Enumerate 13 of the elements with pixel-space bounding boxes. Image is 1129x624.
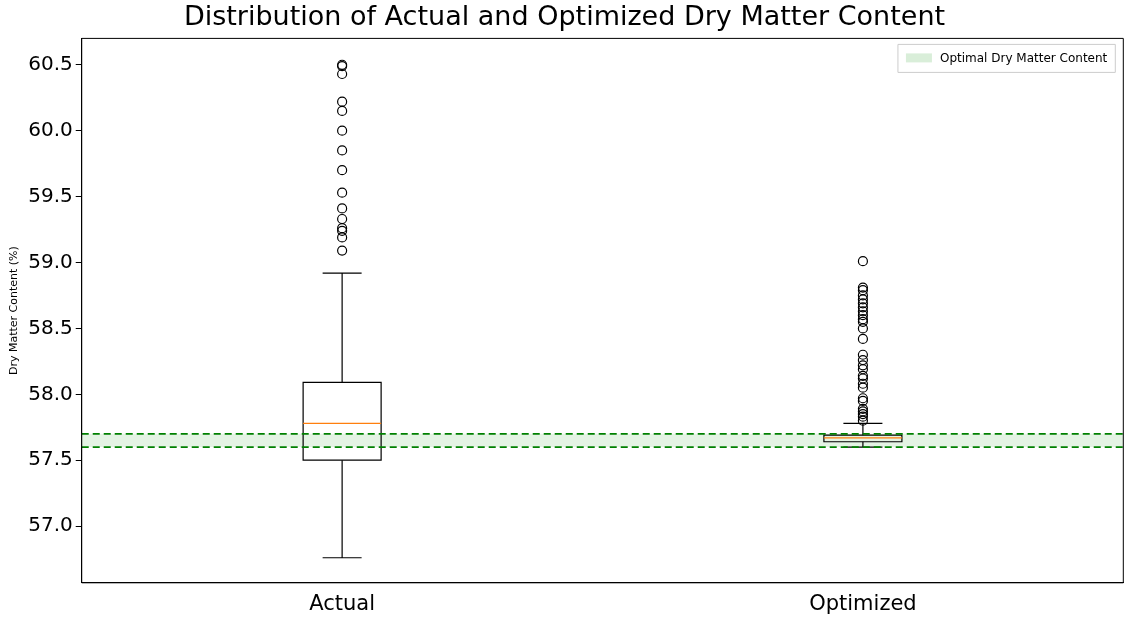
y-tick-label: 57.0 (28, 512, 73, 537)
chart-title: Distribution of Actual and Optimized Dry Matter Content (183, 0, 946, 32)
y-tick-label: 59.0 (28, 248, 73, 273)
y-tick-label: 59.5 (28, 182, 73, 207)
legend-label: Optimal Dry Matter Content (939, 50, 1108, 65)
y-tick-label: 58.0 (28, 380, 73, 405)
y-axis-title: Dry Matter Content (%) (7, 246, 21, 376)
y-tick-label: 60.0 (28, 116, 73, 141)
y-tick-label: 58.5 (28, 314, 73, 339)
y-tick-label: 60.5 (28, 50, 73, 75)
y-tick-label: 57.5 (28, 446, 73, 471)
x-tick-label: Optimized (809, 590, 917, 615)
x-tick-label: Actual (309, 590, 376, 615)
